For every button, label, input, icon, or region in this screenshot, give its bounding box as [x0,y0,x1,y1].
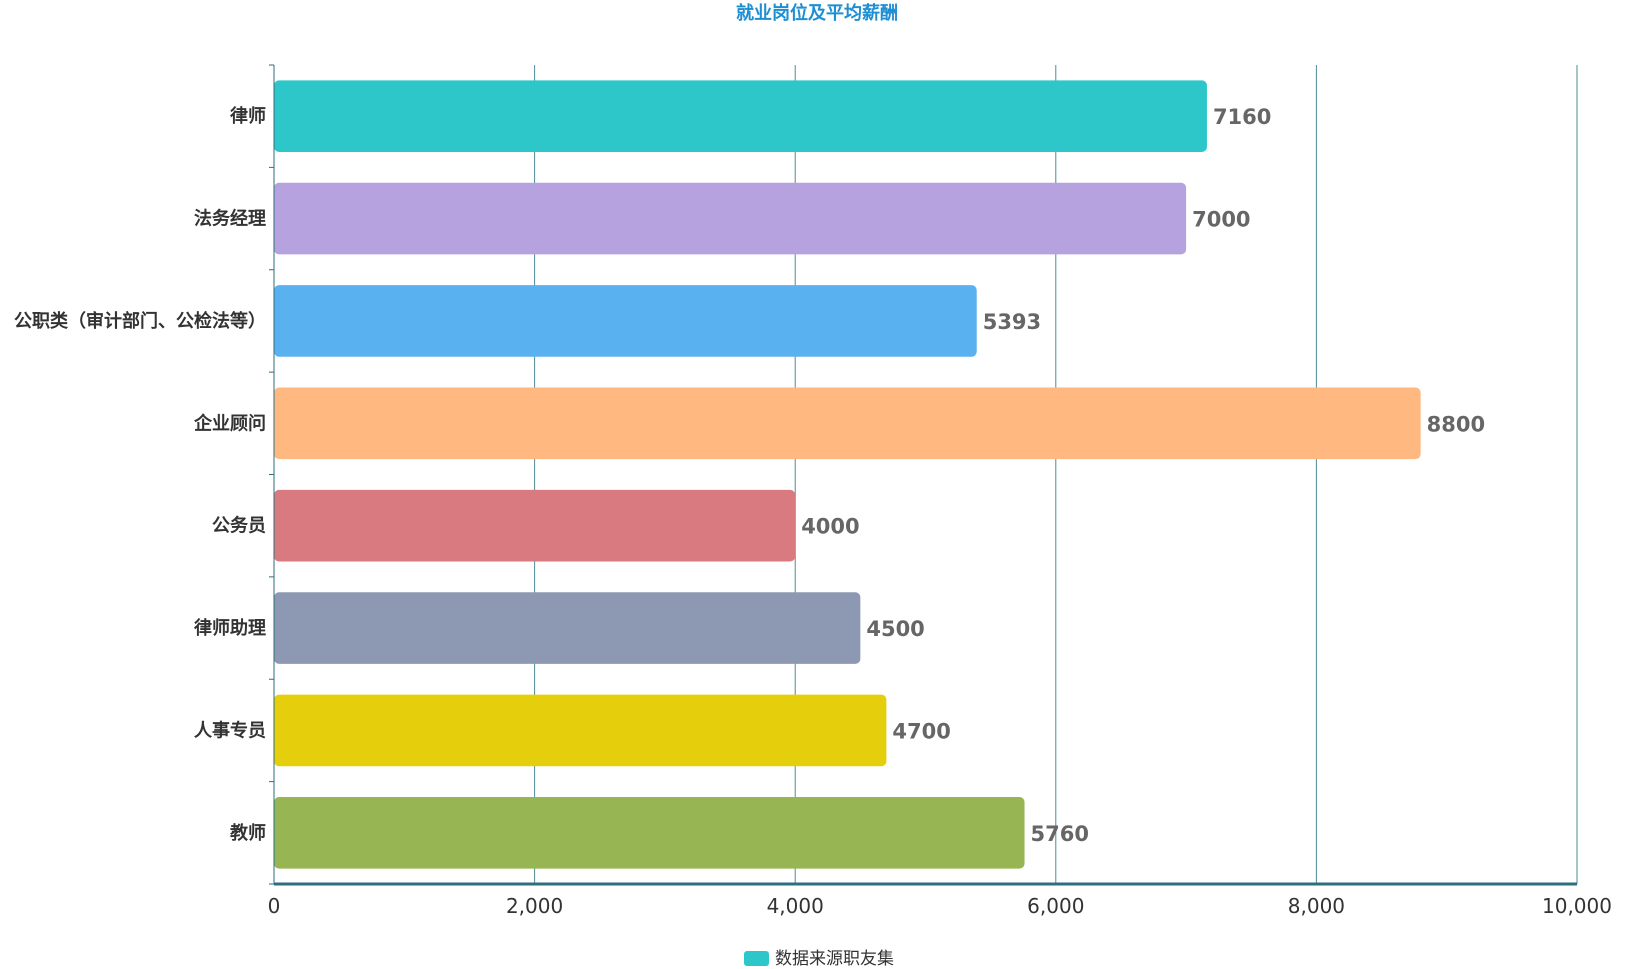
category-label: 律师助理 [194,617,266,639]
x-tick-label: 8,000 [1288,894,1345,918]
x-tick-label: 10,000 [1542,894,1612,918]
bar[interactable] [274,285,977,357]
bar[interactable] [274,694,887,767]
x-tick-label: 6,000 [1027,894,1084,918]
bar[interactable] [274,80,1207,153]
chart-title: 就业岗位及平均薪酬 [736,2,898,24]
axis-layer [269,64,1577,886]
data-label: 8800 [1427,412,1485,436]
legend[interactable]: 数据来源职友集 [744,949,894,969]
data-label: 4000 [801,515,859,539]
bar[interactable] [274,182,1187,255]
category-label: 律师 [230,105,266,127]
x-tick-label: 0 [268,894,281,918]
bars-layer [274,80,1421,869]
category-label: 公职类（审计部门、公检法等） [14,310,266,332]
data-label: 5393 [983,310,1041,334]
x-tick-label: 4,000 [767,894,824,918]
data-label: 4500 [866,617,924,641]
legend-label[interactable]: 数据来源职友集 [775,949,894,969]
category-label: 企业顾问 [193,412,266,434]
category-label: 教师 [230,822,266,844]
data-label: 7000 [1192,208,1250,232]
data-label: 7160 [1213,105,1271,129]
bar[interactable] [274,387,1421,460]
legend-swatch[interactable] [744,951,769,966]
category-label: 法务经理 [194,208,266,230]
category-label: 公务员 [212,515,266,537]
bar[interactable] [274,489,796,562]
bar[interactable] [274,592,861,664]
data-label: 4700 [892,719,950,743]
x-tick-label: 2,000 [506,894,563,918]
labels-layer: 0 2,000 4,000 6,000 8,000 10,000 律师 7160 法务经理 700… [14,105,1612,918]
category-label: 人事专员 [194,719,266,741]
bar[interactable] [274,796,1025,869]
data-label: 5760 [1031,822,1089,846]
